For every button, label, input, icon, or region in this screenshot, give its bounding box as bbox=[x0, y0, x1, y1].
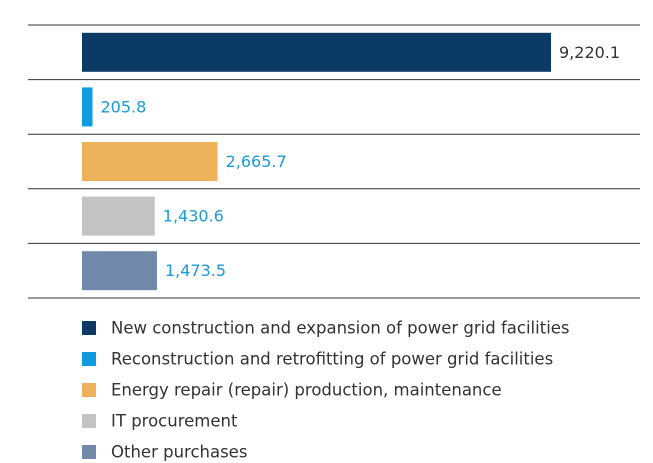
bar bbox=[82, 251, 157, 291]
legend-label: Reconstruction and retrofitting of power… bbox=[111, 350, 553, 369]
bar bbox=[82, 32, 551, 72]
value-label: 9,220.1 bbox=[559, 43, 620, 62]
legend-swatch bbox=[82, 414, 96, 428]
value-label: 2,665.7 bbox=[226, 152, 287, 171]
legend-swatch bbox=[82, 321, 96, 335]
bar bbox=[82, 142, 218, 181]
legend-label: New construction and expansion of power … bbox=[111, 319, 570, 338]
legend-swatch bbox=[82, 352, 96, 366]
legend-label: IT procurement bbox=[111, 412, 238, 431]
bar bbox=[82, 196, 155, 236]
value-label: 1,473.5 bbox=[165, 261, 226, 280]
legend-label: Other purchases bbox=[111, 443, 247, 462]
legend-swatch bbox=[82, 445, 96, 459]
legend-label: Energy repair (repair) production, maint… bbox=[111, 381, 502, 400]
value-label: 1,430.6 bbox=[163, 207, 224, 226]
bar bbox=[82, 87, 93, 127]
value-label: 205.8 bbox=[100, 97, 146, 116]
legend-swatch bbox=[82, 383, 96, 397]
